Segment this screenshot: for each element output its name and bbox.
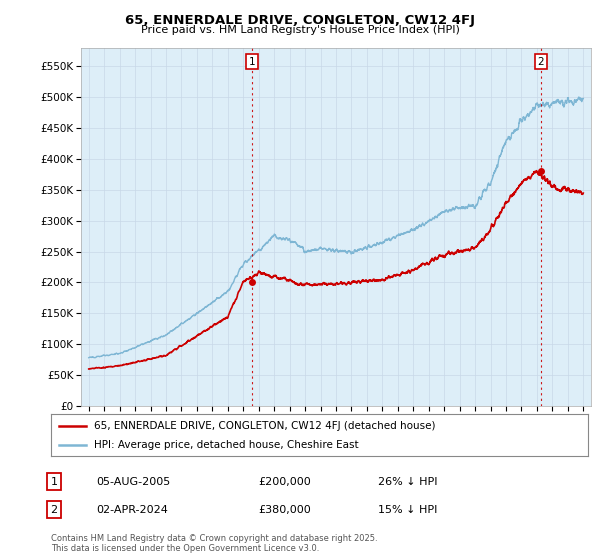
Text: 02-APR-2024: 02-APR-2024 (96, 505, 168, 515)
Text: Price paid vs. HM Land Registry's House Price Index (HPI): Price paid vs. HM Land Registry's House … (140, 25, 460, 35)
Text: 15% ↓ HPI: 15% ↓ HPI (378, 505, 437, 515)
Text: Contains HM Land Registry data © Crown copyright and database right 2025.
This d: Contains HM Land Registry data © Crown c… (51, 534, 377, 553)
Text: 1: 1 (249, 57, 256, 67)
Text: 65, ENNERDALE DRIVE, CONGLETON, CW12 4FJ (detached house): 65, ENNERDALE DRIVE, CONGLETON, CW12 4FJ… (94, 421, 436, 431)
Text: £380,000: £380,000 (258, 505, 311, 515)
Text: 2: 2 (538, 57, 544, 67)
Text: £200,000: £200,000 (258, 477, 311, 487)
Text: HPI: Average price, detached house, Cheshire East: HPI: Average price, detached house, Ches… (94, 440, 359, 450)
Text: 65, ENNERDALE DRIVE, CONGLETON, CW12 4FJ: 65, ENNERDALE DRIVE, CONGLETON, CW12 4FJ (125, 14, 475, 27)
Text: 2: 2 (50, 505, 58, 515)
Text: 05-AUG-2005: 05-AUG-2005 (96, 477, 170, 487)
Text: 1: 1 (50, 477, 58, 487)
Text: 26% ↓ HPI: 26% ↓ HPI (378, 477, 437, 487)
